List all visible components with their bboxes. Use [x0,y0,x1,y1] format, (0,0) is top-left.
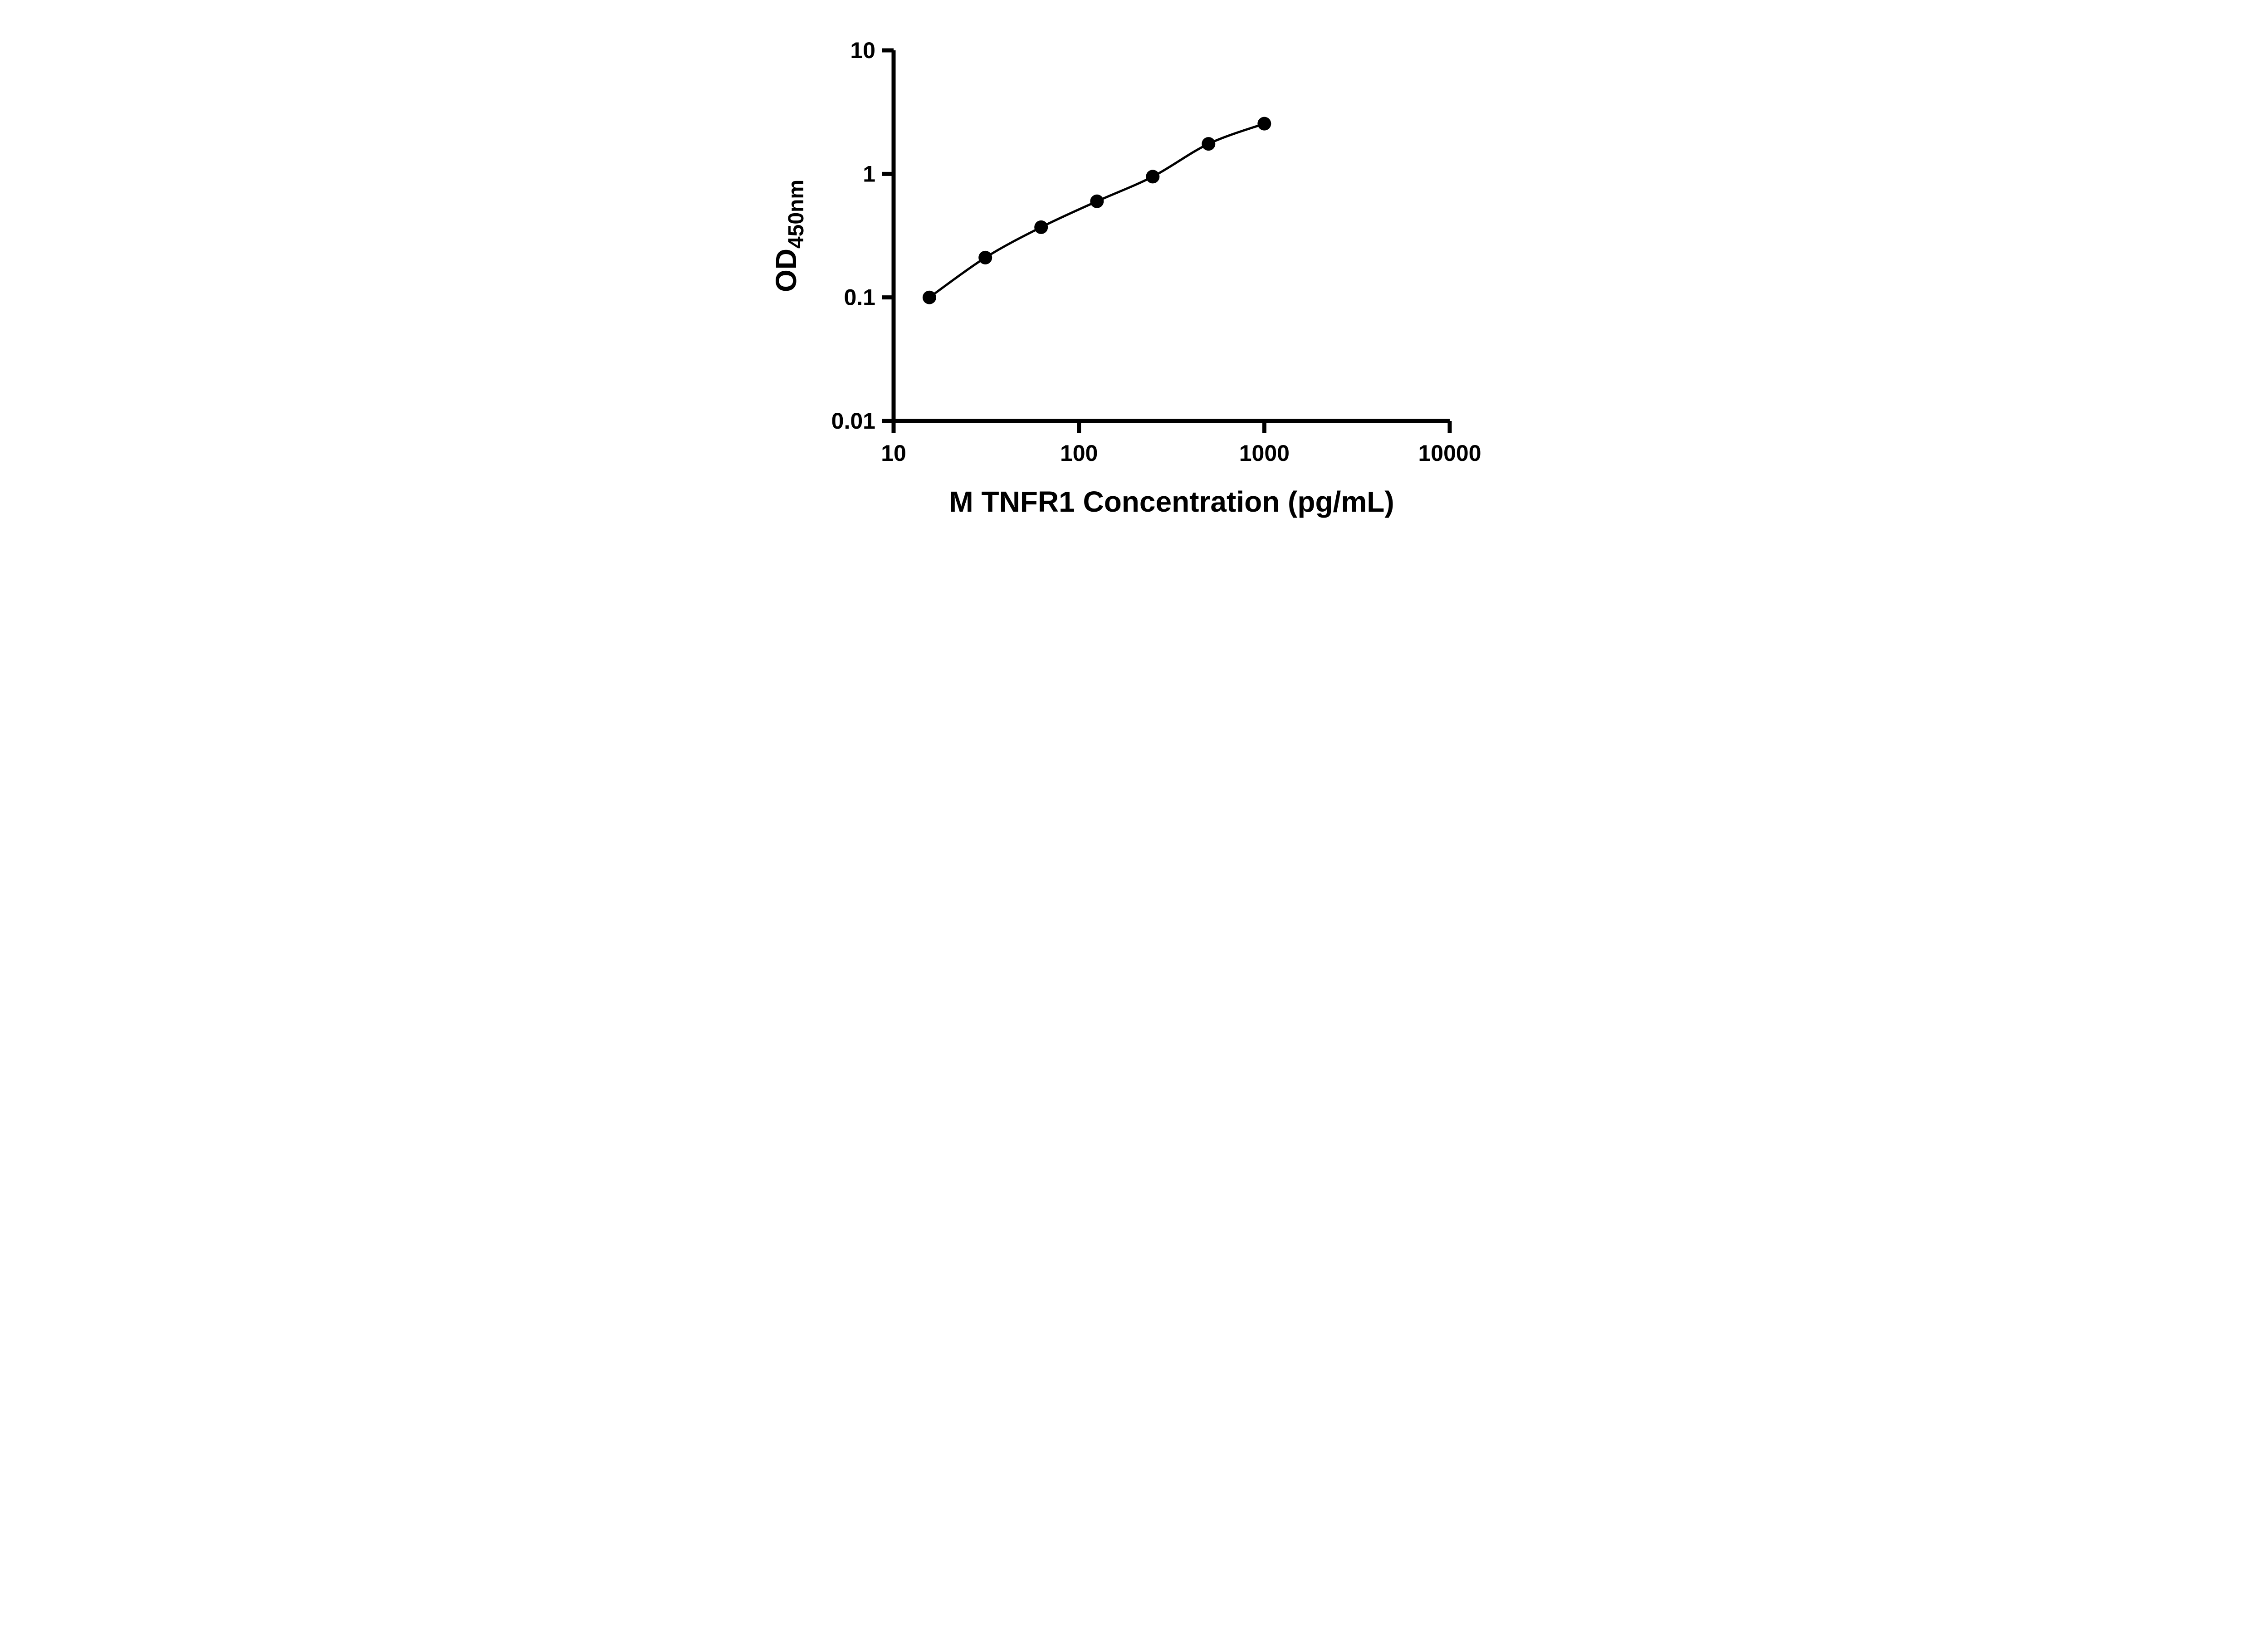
x-axis-title: M TNFR1 Concentration (pg/mL) [949,485,1394,518]
x-axis-tick-label: 1000 [1239,440,1290,466]
data-point [1034,220,1048,234]
data-point [978,250,992,264]
y-axis-tick-label: 0.1 [844,285,875,310]
data-point [922,290,936,304]
y-axis-title: OD450nm [770,180,808,292]
data-point [1257,117,1271,131]
x-axis-tick-label: 10000 [1418,440,1481,466]
y-axis-tick-label: 1 [863,161,875,186]
axes-lines [891,50,1450,423]
data-point [1090,194,1104,208]
x-axis-tick-label: 100 [1060,440,1098,466]
standard-curve-line [928,122,1266,299]
chart: 10 1 0.1 0.01 10 100 1000 10000 M TNFR1 Concent… [745,0,1523,544]
y-axis-tick-label: 0.01 [831,408,875,434]
data-point [1146,170,1160,184]
data-point [1202,137,1216,151]
y-axis-title-main: OD [770,249,802,292]
x-axis-tick-label: 10 [881,440,906,466]
y-axis-title-sub: 450nm [784,180,808,249]
y-axis-tick-label: 10 [850,38,875,63]
